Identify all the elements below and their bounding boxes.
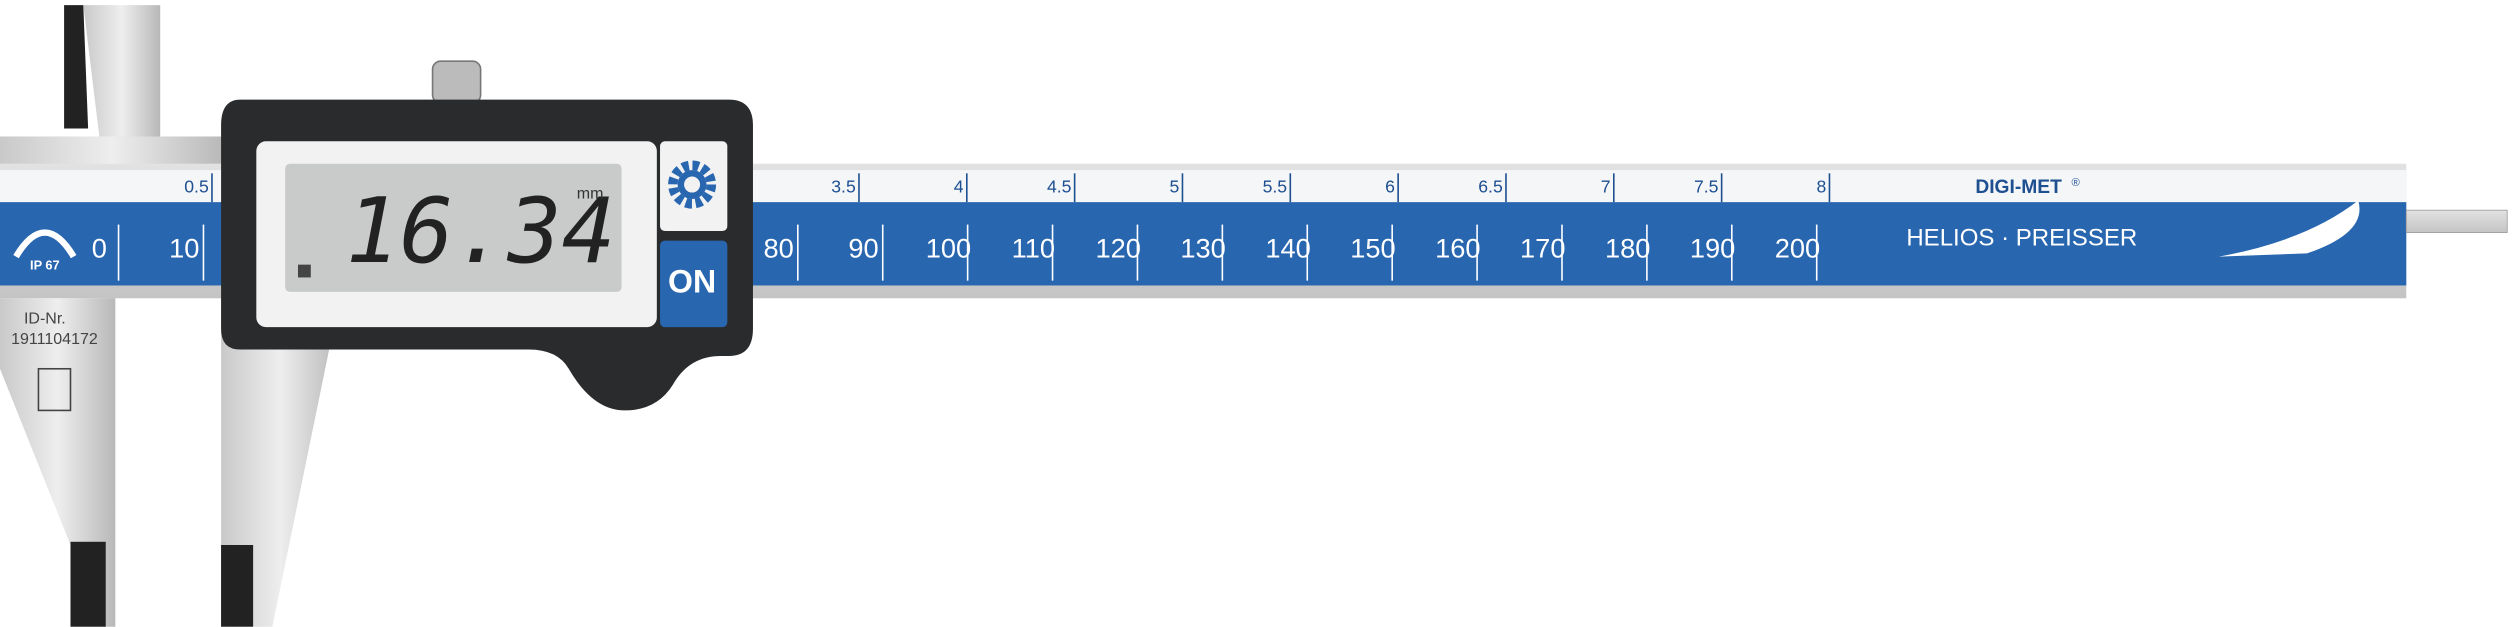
mm-label: 200 bbox=[1775, 232, 1820, 263]
moving-lower-jaw bbox=[221, 298, 340, 627]
lcd bbox=[285, 163, 622, 292]
inch-label: 5.5 bbox=[1263, 176, 1288, 196]
settings-button[interactable] bbox=[660, 141, 728, 231]
mm-label: 110 bbox=[1012, 232, 1055, 263]
scale: 0 10 80 90 100 110 120 130 140 150 160 170 180 190 200… bbox=[92, 173, 1831, 281]
ip-logo bbox=[13, 229, 77, 259]
maker-name: HELIOS · PREISSER bbox=[1906, 224, 2137, 251]
inch-label: 7.5 bbox=[1694, 176, 1719, 196]
inch-label: 6 bbox=[1385, 176, 1395, 196]
mm-label: 100 bbox=[926, 232, 971, 263]
inch-label: 5 bbox=[1169, 176, 1179, 196]
model-name: DIGI-MET bbox=[1975, 177, 2062, 198]
weee-icon bbox=[37, 367, 72, 412]
depth-rod bbox=[2405, 209, 2508, 233]
on-label: ON bbox=[668, 263, 716, 299]
fixed-lower-jaw-tip bbox=[70, 541, 106, 627]
mm-label: 190 bbox=[1690, 232, 1735, 263]
id-label: ID-Nr. bbox=[24, 309, 66, 327]
mm-label: 10 bbox=[169, 232, 199, 263]
inch-label: 7 bbox=[1601, 176, 1611, 196]
gear-icon bbox=[668, 160, 717, 209]
mm-label: 120 bbox=[1096, 232, 1141, 263]
inch-label: 0.5 bbox=[184, 176, 209, 196]
fixed-upper-jaw-tip bbox=[64, 5, 89, 129]
registered-mark: ® bbox=[2071, 177, 2080, 189]
mm-label: 90 bbox=[848, 232, 878, 263]
inch-label: 4 bbox=[954, 176, 964, 196]
gear-ring bbox=[677, 170, 707, 199]
logo-swoosh bbox=[2218, 200, 2360, 257]
inch-label: 8 bbox=[1816, 176, 1826, 196]
ip-rating: IP 67 bbox=[30, 258, 60, 273]
thumb-wheel bbox=[431, 60, 482, 104]
inch-label: 3.5 bbox=[831, 176, 856, 196]
id-number: 1911104172 bbox=[11, 330, 98, 348]
on-button[interactable] bbox=[660, 240, 728, 328]
mm-label: 130 bbox=[1180, 232, 1225, 263]
mm-label: 80 bbox=[763, 232, 793, 263]
inch-label: 4.5 bbox=[1047, 176, 1072, 196]
inch-label: 6.5 bbox=[1478, 176, 1503, 196]
mm-label: 140 bbox=[1265, 232, 1310, 263]
lock-icon bbox=[297, 264, 311, 278]
moving-lower-jaw-tip bbox=[221, 544, 254, 627]
mm-label: 160 bbox=[1435, 232, 1480, 263]
mm-label: 0 bbox=[92, 232, 107, 263]
mm-label: 170 bbox=[1520, 232, 1565, 263]
lcd-unit: mm bbox=[577, 184, 604, 202]
fixed-upper-jaw bbox=[83, 5, 161, 137]
mm-label: 150 bbox=[1350, 232, 1395, 263]
lcd-reading: 16.34 bbox=[346, 180, 616, 284]
mm-label: 180 bbox=[1605, 232, 1650, 263]
